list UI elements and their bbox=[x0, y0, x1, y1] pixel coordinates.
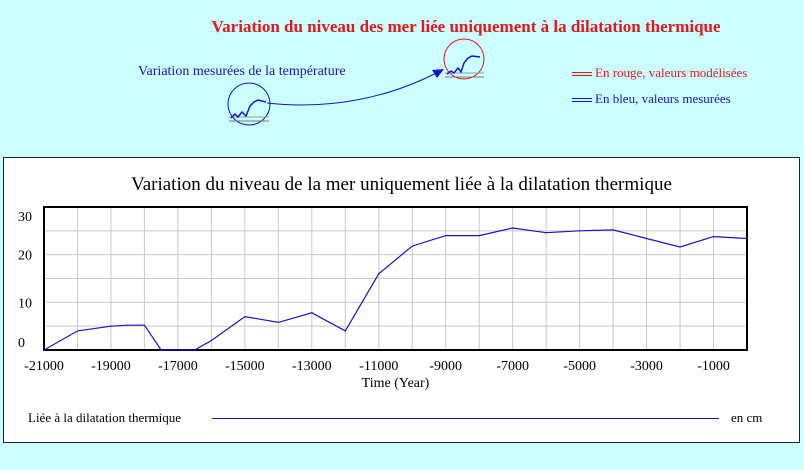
data-point bbox=[127, 324, 129, 326]
x-tick-label: -11000 bbox=[359, 359, 398, 374]
x-tick-label: -1000 bbox=[697, 359, 730, 374]
legend-note-modeled: En rouge, valeurs modélisées bbox=[572, 65, 747, 81]
y-tick-label: 10 bbox=[18, 296, 32, 311]
data-point bbox=[378, 273, 380, 275]
data-point bbox=[712, 235, 715, 238]
x-tick-label: -15000 bbox=[225, 359, 265, 374]
model-diagram bbox=[227, 38, 485, 126]
data-point bbox=[210, 339, 212, 342]
modeled-thumbnail-curve bbox=[446, 55, 481, 75]
legend-note-modeled-text: En rouge, valeurs modélisées bbox=[595, 65, 748, 80]
measured-temperature-label: Variation mesurées de la température bbox=[138, 64, 346, 79]
data-point bbox=[512, 227, 514, 229]
x-tick-label: -7000 bbox=[496, 359, 529, 374]
x-tick-label: -3000 bbox=[630, 359, 663, 374]
x-tick-label: -19000 bbox=[91, 359, 131, 374]
data-point bbox=[612, 229, 614, 231]
series-legend-label: Liée à la dilatation thermique bbox=[28, 410, 182, 425]
data-point bbox=[445, 235, 447, 237]
legend-note-measured: En bleu, valeurs mesurées bbox=[572, 91, 731, 107]
x-tick-label: -13000 bbox=[292, 359, 332, 374]
data-point bbox=[579, 230, 581, 232]
data-point bbox=[160, 349, 162, 351]
data-point bbox=[478, 235, 480, 237]
data-point bbox=[76, 330, 79, 332]
y-tick-label: 0 bbox=[18, 336, 25, 351]
data-point bbox=[277, 321, 279, 323]
series-legend-unit: en cm bbox=[731, 410, 763, 425]
measured-thumbnail-circle bbox=[227, 82, 271, 126]
data-point bbox=[645, 237, 648, 240]
x-tick-label: -9000 bbox=[429, 359, 462, 374]
data-point bbox=[110, 325, 112, 327]
measured-thumbnail-curve bbox=[230, 99, 267, 119]
chart-panel: Variation du niveau de la mer uniquement… bbox=[3, 157, 800, 443]
data-point bbox=[177, 349, 179, 351]
y-tick-label: 20 bbox=[18, 249, 32, 264]
data-point bbox=[679, 246, 681, 248]
modeled-thumbnail-circle bbox=[443, 38, 485, 80]
data-point bbox=[43, 349, 45, 351]
data-point bbox=[545, 232, 547, 234]
x-tick-label: -21000 bbox=[24, 359, 64, 374]
chart-title: Variation du niveau de la mer uniquement… bbox=[131, 174, 672, 195]
red-double-line-icon bbox=[572, 72, 592, 77]
link-arrow bbox=[266, 69, 443, 106]
data-point bbox=[194, 349, 196, 351]
plot-frame bbox=[43, 206, 748, 351]
data-point bbox=[311, 312, 313, 314]
legend-note-measured-text: En bleu, valeurs mesurées bbox=[595, 91, 731, 106]
x-axis-label: Time (Year) bbox=[362, 376, 430, 391]
chart-svg: -21000 -19000 -17000 -15000 -13000 -11000 -900… bbox=[18, 206, 748, 391]
data-point bbox=[244, 316, 246, 318]
data-point bbox=[143, 324, 146, 326]
series-legend-line bbox=[212, 418, 719, 419]
x-tick-label: -5000 bbox=[563, 359, 596, 374]
data-point bbox=[411, 245, 413, 247]
data-point bbox=[746, 237, 748, 240]
x-tick-label: -17000 bbox=[158, 359, 198, 374]
data-point bbox=[344, 330, 346, 332]
page-title: Variation du niveau des mer liée uniquem… bbox=[211, 17, 721, 36]
y-tick-label: 30 bbox=[18, 210, 32, 225]
measured-thumbnail bbox=[227, 82, 271, 126]
blue-double-line-icon bbox=[572, 98, 592, 103]
arrow-head-icon bbox=[432, 69, 444, 78]
series-line bbox=[43, 227, 748, 351]
modeled-thumbnail bbox=[443, 38, 485, 80]
